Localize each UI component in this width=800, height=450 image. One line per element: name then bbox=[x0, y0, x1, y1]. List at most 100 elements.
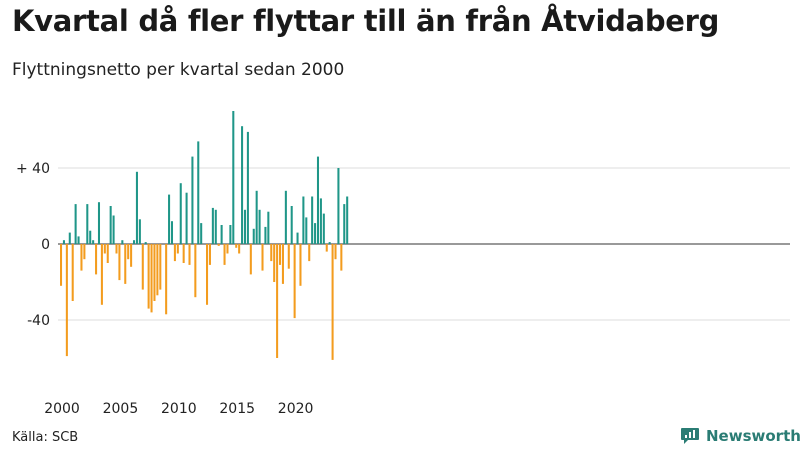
bar bbox=[118, 244, 121, 281]
bar bbox=[325, 244, 328, 252]
newsworthy-logo-icon bbox=[681, 428, 699, 444]
bar bbox=[182, 244, 185, 263]
bar bbox=[130, 244, 133, 267]
bar bbox=[100, 244, 103, 305]
bar bbox=[337, 168, 340, 244]
bar bbox=[86, 204, 89, 244]
bar bbox=[65, 244, 68, 357]
bar bbox=[89, 230, 92, 244]
bar bbox=[71, 244, 74, 301]
bar bbox=[138, 219, 141, 244]
y-tick-label: -40 bbox=[27, 313, 50, 329]
bar bbox=[343, 204, 346, 244]
bar bbox=[74, 204, 77, 244]
bar bbox=[156, 244, 159, 296]
bar bbox=[150, 244, 153, 313]
bar bbox=[62, 240, 65, 244]
bar bbox=[232, 111, 235, 244]
bar bbox=[261, 244, 264, 271]
bar bbox=[267, 211, 270, 244]
bar bbox=[249, 244, 252, 275]
chart-subtitle: Flyttningsnetto per kvartal sedan 2000 bbox=[12, 60, 345, 80]
bar bbox=[179, 183, 182, 244]
bar bbox=[147, 244, 150, 309]
bar bbox=[208, 244, 211, 265]
bar bbox=[124, 244, 127, 284]
bar bbox=[229, 225, 232, 244]
bar bbox=[106, 244, 109, 263]
x-axis-ticks: 2000 2005 2010 2015 2020 bbox=[44, 401, 313, 417]
bar bbox=[302, 196, 305, 244]
bar bbox=[328, 242, 331, 244]
bar bbox=[220, 225, 223, 244]
bar bbox=[290, 206, 293, 244]
bar bbox=[246, 131, 249, 244]
bar bbox=[276, 244, 279, 358]
bar bbox=[270, 244, 273, 262]
bar bbox=[185, 192, 188, 244]
bar bbox=[314, 223, 317, 244]
bar bbox=[135, 171, 138, 244]
chart-title: Kvartal då fler flyttar till än från Åtv… bbox=[12, 4, 720, 38]
x-tick-label: 2000 bbox=[44, 401, 80, 417]
bar bbox=[188, 244, 191, 265]
bar bbox=[241, 126, 244, 244]
x-tick-label: 2020 bbox=[278, 401, 314, 417]
brand-logo: Newsworthy bbox=[680, 427, 800, 445]
bar bbox=[206, 244, 209, 305]
bar bbox=[305, 217, 308, 244]
bar bbox=[121, 240, 124, 244]
bar bbox=[217, 244, 220, 246]
bar bbox=[176, 244, 179, 254]
bar bbox=[223, 244, 226, 265]
bar bbox=[322, 213, 325, 244]
bar bbox=[334, 244, 337, 260]
bar bbox=[238, 244, 241, 254]
bar bbox=[252, 228, 255, 244]
brand-name: Newsworthy bbox=[706, 427, 800, 445]
bar bbox=[296, 232, 299, 244]
bar bbox=[284, 190, 287, 244]
bar bbox=[115, 244, 118, 254]
bar bbox=[170, 221, 174, 244]
bar bbox=[97, 202, 101, 244]
bar bbox=[311, 196, 314, 244]
bar bbox=[243, 209, 247, 244]
bar bbox=[340, 244, 343, 271]
bar bbox=[103, 244, 106, 254]
bar bbox=[153, 244, 156, 301]
bar bbox=[308, 244, 311, 262]
bar bbox=[141, 244, 144, 290]
y-tick-label: 0 bbox=[41, 237, 50, 253]
bars bbox=[60, 111, 349, 360]
gridlines bbox=[58, 167, 790, 321]
source-label: Källa: SCB bbox=[12, 430, 79, 445]
bar bbox=[133, 240, 136, 244]
bar bbox=[194, 244, 197, 298]
bar bbox=[165, 244, 168, 315]
bar bbox=[279, 244, 282, 265]
bar bbox=[83, 244, 86, 260]
bar bbox=[331, 244, 334, 360]
y-tick-label: + 40 bbox=[16, 161, 50, 177]
bar bbox=[299, 244, 302, 286]
bar bbox=[127, 244, 130, 260]
bar bbox=[60, 244, 63, 286]
bar bbox=[191, 156, 194, 244]
bar bbox=[68, 232, 71, 244]
bar bbox=[255, 190, 258, 244]
bar bbox=[144, 242, 147, 244]
bar bbox=[112, 215, 115, 244]
bar bbox=[109, 206, 112, 244]
x-tick-label: 2015 bbox=[219, 401, 255, 417]
bar bbox=[264, 226, 267, 244]
bar bbox=[293, 244, 296, 319]
bar bbox=[235, 244, 238, 248]
bar bbox=[77, 236, 80, 244]
y-axis-ticks: + 40 0 -40 bbox=[16, 161, 50, 329]
bar bbox=[273, 244, 276, 282]
bar bbox=[168, 194, 171, 244]
bar bbox=[287, 244, 290, 269]
bar bbox=[159, 244, 162, 290]
